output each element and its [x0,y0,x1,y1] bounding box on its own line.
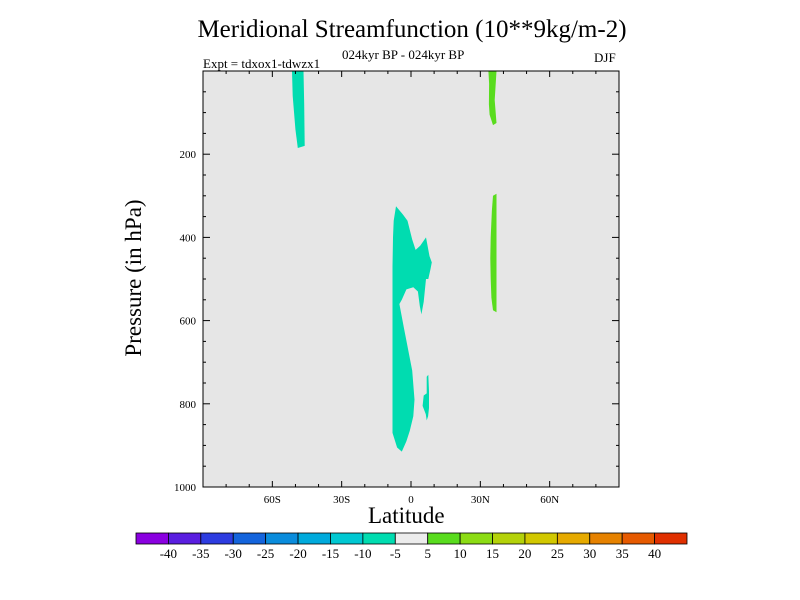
pos-region-nh-upper [488,71,497,126]
colorbar-swatch [459,532,493,545]
y-tick-label: 1000 [174,482,197,494]
chart-season-label: DJF [594,50,616,65]
x-tick-label: 30N [471,494,490,506]
colorbar-label: -40 [160,546,177,561]
colorbar-swatch [362,532,396,545]
x-tick-label: 60S [264,494,281,506]
colorbar-label: 10 [454,546,467,561]
colorbar-label: -10 [354,546,371,561]
colorbar-label: -35 [192,546,209,561]
colorbar-swatch [654,532,688,545]
colorbar-swatch [330,532,364,545]
colorbar-swatch [556,532,591,545]
neg-region-equatorial-small [422,374,429,421]
x-tick-label: 30S [333,494,350,506]
colorbar-label: -5 [390,546,401,561]
neg-region-equatorial [392,206,432,452]
colorbar-label: 40 [648,546,661,561]
colorbar-label: 20 [518,546,531,561]
neg-region-sh-upper [292,71,305,148]
colorbar-swatch [135,532,169,545]
chart-subtitle-period: 024kyr BP - 024kyr BP [342,47,465,62]
colorbar-label: 15 [486,546,499,561]
colorbar-label: -15 [322,546,339,561]
chart-title: Meridional Streamfunction (10**9kg/m-2) [197,16,627,43]
colorbar-label: -25 [257,546,274,561]
colorbar-label: 25 [551,546,564,561]
colorbar-swatch [232,532,267,545]
colorbar-swatch [265,532,299,545]
y-tick-label: 400 [180,232,197,244]
y-tick-label: 800 [180,399,197,411]
colorbar-label: 30 [583,546,596,561]
colorbar-swatch [492,532,526,545]
x-tick-label: 0 [408,494,414,506]
colorbar-swatch [200,532,234,545]
colorbar-swatch [427,532,461,545]
y-tick-label: 200 [180,149,197,161]
colorbar-swatch [524,532,558,545]
colorbar-swatch [394,532,429,545]
colorbar-swatch [168,532,202,545]
chart-subtitle-experiment: Expt = tdxox1-tdwzx1 [203,56,321,71]
colorbar-swatch [297,532,331,545]
colorbar-label: -20 [289,546,306,561]
colorbar-label: 5 [424,546,431,561]
colorbar-label: -30 [225,546,242,561]
x-tick-label: 60N [540,494,559,506]
colorbar-label: 35 [616,546,629,561]
y-tick-label: 600 [180,316,197,328]
colorbar-swatch [621,532,655,545]
x-axis-label: Latitude [368,503,445,528]
pos-region-nh-mid [490,193,497,313]
colorbar-swatch [589,532,623,545]
